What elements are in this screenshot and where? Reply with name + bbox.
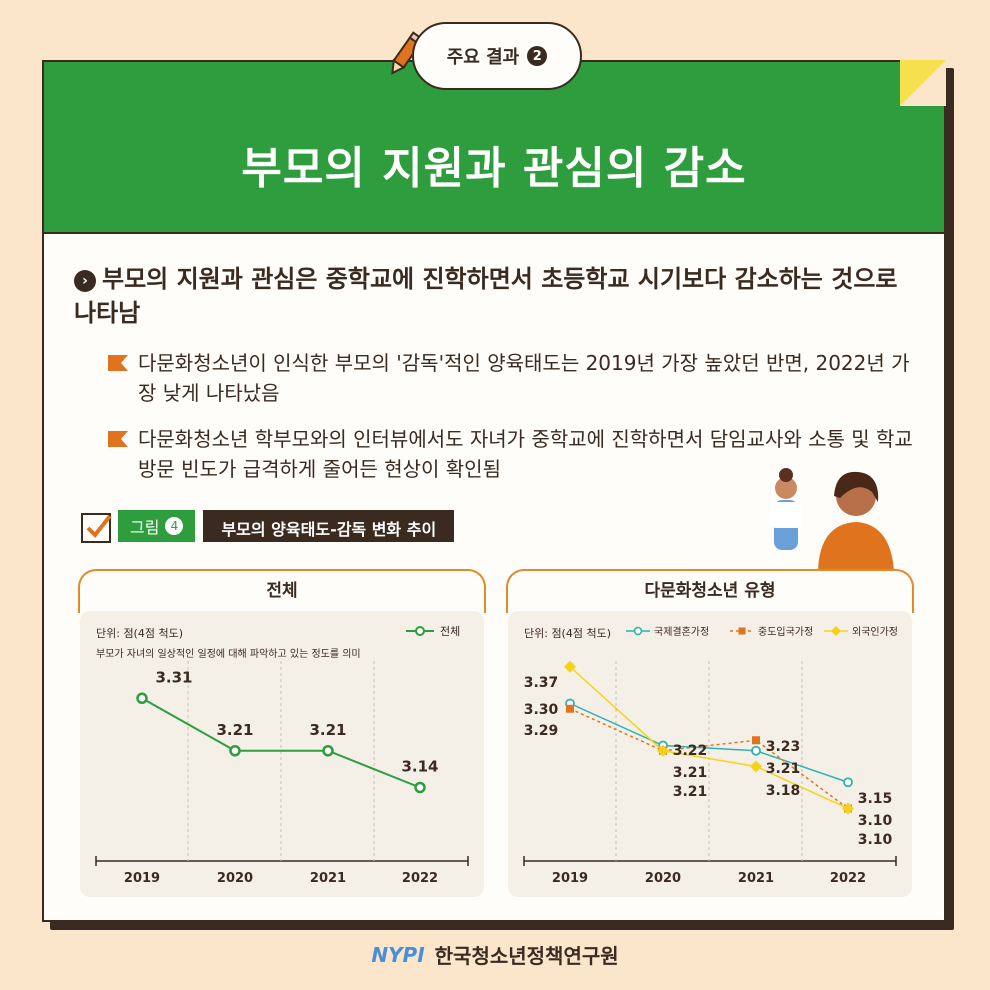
chart-panel-type [508,611,912,897]
headline-text: 부모의 지원과 관심은 중학교에 진학하면서 초등학교 시기보다 감소하는 것으… [74,265,898,327]
figure-label: 그림 4 부모의 양육태도-감독 변화 추이 [80,508,455,544]
data-point [414,781,426,794]
series-line-total [141,697,421,789]
data-point [136,692,148,704]
header-banner: 부모의 지원과 관심의 감소 [44,62,944,234]
people-illustration [770,468,894,570]
data-label: 3.30 [524,702,559,718]
legend-label: 전체 [440,625,460,638]
org-name: 한국청소년정책연구원 [434,944,619,968]
x-tick-label: 2022 [402,871,438,886]
data-point [657,744,669,757]
key-result-badge: 주요 결과 2 [412,22,582,90]
folded-corner [900,60,946,106]
legend-marker [633,626,643,636]
series-line [569,708,849,810]
bullet-item: 다문화청소년이 인식한 부모의 '감독'적인 양육태도는 2019년 가장 높았… [108,348,918,408]
legend-label: 외국인가정 [852,626,898,638]
data-label: 3.23 [766,739,801,755]
x-tick-label: 2019 [124,871,160,886]
figure-badge: 그림 4 [118,510,196,542]
data-point [751,745,761,756]
data-label: 3.22 [673,743,708,759]
legend-marker [738,627,746,635]
line-chart-type: 2019 2020 2021 2022 3.37 3.30 3.29 3.22 3.21 3.21… [523,625,898,886]
panel-tab-total: 전체 [78,569,486,613]
flag-icon [108,431,128,447]
unit-note: 단위: 점(4점 척도) [524,627,612,640]
data-point [229,745,241,757]
figure-label-text: 그림 [130,518,160,537]
data-label: 3.10 [858,832,893,848]
headline: › 부모의 지원과 관심은 중학교에 진학하면서 초등학교 시기보다 감소하는 것… [74,262,924,330]
bullet-text: 다문화청소년이 인식한 부모의 '감독'적인 양육태도는 2019년 가장 높았… [138,351,910,405]
panel-title: 다문화청소년 유형 [644,581,776,601]
data-point [843,777,853,788]
data-label: 3.21 [673,765,708,781]
data-label: 3.21 [216,721,253,739]
x-tick-label: 2019 [552,871,588,886]
data-label: 3.21 [309,721,346,739]
chevron-right-icon: › [74,270,96,292]
data-label: 3.14 [401,758,438,776]
data-point [564,660,576,673]
data-label: 3.15 [858,791,893,807]
legend-marker [415,626,425,636]
data-label: 3.31 [155,668,192,686]
x-tick-label: 2020 [645,871,681,886]
data-label: 3.10 [858,813,893,829]
figure-title: 부모의 양육태도-감독 변화 추이 [203,510,455,542]
legend-marker [831,626,841,636]
line-chart-total: 2019 2020 2021 2022 3.31 3.21 3.21 3.14 전체 [95,625,469,886]
legend-label: 중도입국가정 [758,625,813,638]
legend-label: 국제결혼가정 [654,625,709,638]
checkbox-icon [81,513,112,543]
data-label: 3.21 [766,761,801,777]
data-point [752,736,760,745]
x-tick-label: 2021 [310,871,346,886]
x-tick-label: 2021 [738,871,774,886]
x-tick-label: 2020 [217,871,253,886]
series-line [569,666,849,810]
badge-label: 주요 결과 [446,47,520,68]
bullet-text: 다문화청소년 학부모와의 인터뷰에서도 자녀가 중학교에 진학하면서 담임교사와… [138,427,913,481]
chart-panel-total [80,611,484,897]
data-label: 3.21 [673,784,708,800]
data-point [322,745,334,757]
data-label: 3.29 [524,723,559,739]
panel-tab-type: 다문화청소년 유형 [506,569,914,613]
data-label: 3.37 [524,675,559,691]
panel-title: 전체 [266,581,298,601]
data-point [842,802,854,815]
page-title: 부모의 지원과 관심의 감소 [241,143,747,194]
badge-number: 2 [527,46,548,66]
bullet-item: 다문화청소년 학부모와의 인터뷰에서도 자녀가 중학교에 진학하면서 담임교사와… [108,424,918,484]
data-point [566,704,574,713]
footer: NYPI 한국청소년정책연구원 [0,940,990,969]
series-line [569,702,849,783]
x-tick-label: 2022 [830,871,866,886]
unit-note: 단위: 점(4점 척도) [96,627,184,640]
figure-number: 4 [165,517,184,535]
flag-icon [108,355,128,371]
org-logo: NYPI [371,942,425,967]
data-point [750,760,762,773]
data-label: 3.18 [766,783,801,799]
chart-note: 부모가 자녀의 일상적인 일정에 대해 파악하고 있는 정도를 의미 [96,649,361,660]
